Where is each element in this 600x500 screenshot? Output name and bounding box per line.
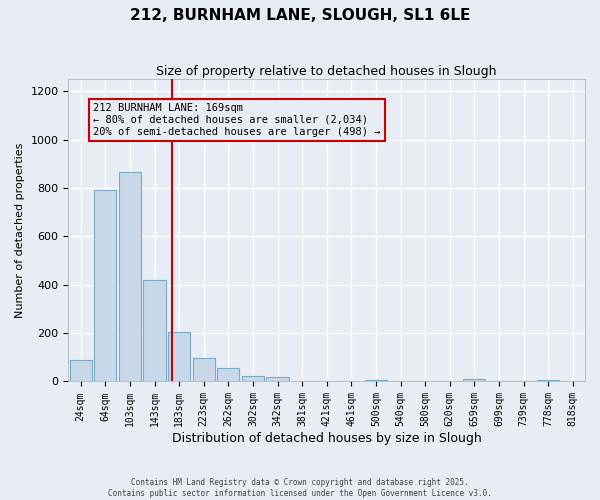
Bar — [193, 358, 215, 382]
Text: 212 BURNHAM LANE: 169sqm
← 80% of detached houses are smaller (2,034)
20% of sem: 212 BURNHAM LANE: 169sqm ← 80% of detach… — [93, 104, 380, 136]
Title: Size of property relative to detached houses in Slough: Size of property relative to detached ho… — [157, 65, 497, 78]
Bar — [266, 377, 289, 382]
Text: 212, BURNHAM LANE, SLOUGH, SL1 6LE: 212, BURNHAM LANE, SLOUGH, SL1 6LE — [130, 8, 470, 22]
Bar — [70, 360, 92, 382]
Bar — [119, 172, 141, 382]
Bar — [168, 332, 190, 382]
Text: Contains HM Land Registry data © Crown copyright and database right 2025.
Contai: Contains HM Land Registry data © Crown c… — [108, 478, 492, 498]
Bar — [94, 190, 116, 382]
Y-axis label: Number of detached properties: Number of detached properties — [15, 142, 25, 318]
X-axis label: Distribution of detached houses by size in Slough: Distribution of detached houses by size … — [172, 432, 482, 445]
Bar — [217, 368, 239, 382]
Bar — [143, 280, 166, 382]
Bar — [463, 379, 485, 382]
Bar — [365, 380, 387, 382]
Bar — [537, 380, 559, 382]
Bar — [242, 376, 264, 382]
